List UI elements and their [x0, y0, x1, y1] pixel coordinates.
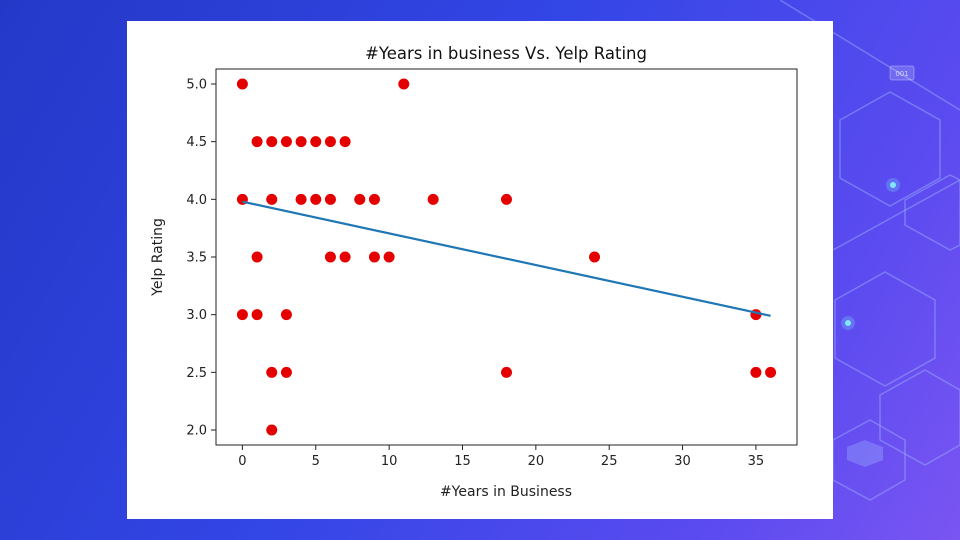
x-tick-label: 35	[748, 454, 765, 469]
data-point	[310, 193, 322, 205]
x-tick-label: 5	[312, 454, 320, 469]
deco-badge	[889, 65, 915, 81]
data-point	[251, 309, 263, 321]
y-tick-label: 3.5	[186, 251, 207, 266]
deco-hexagon-4	[879, 369, 960, 466]
data-point	[398, 78, 410, 90]
data-point	[589, 251, 601, 263]
deco-hexagon-1	[839, 91, 941, 207]
scatter-chart: #Years in business Vs. Yelp Rating 2.02.…	[150, 44, 798, 500]
data-point	[280, 366, 292, 378]
data-point	[339, 251, 351, 263]
deco-solid-hexagon	[847, 440, 883, 467]
deco-line-1	[779, 0, 960, 111]
x-axis: 0 5 10 15 20 25 30 35	[238, 445, 764, 469]
data-point	[266, 366, 278, 378]
y-tick-label: 2.0	[186, 424, 207, 439]
y-tick-label: 3.0	[186, 308, 207, 323]
fit-line-layer	[242, 200, 771, 317]
y-axis: 2.0 2.5 3.0 3.5 4.0 4.5 5.0	[186, 77, 216, 439]
data-point	[310, 136, 322, 148]
plot-area-frame	[215, 68, 798, 446]
data-point	[266, 424, 278, 436]
data-point	[266, 136, 278, 148]
data-point	[324, 251, 336, 263]
data-point	[339, 136, 351, 148]
deco-line-2	[832, 179, 960, 251]
data-point	[354, 193, 366, 205]
data-point	[368, 251, 380, 263]
regression-line	[242, 200, 771, 317]
data-point	[295, 193, 307, 205]
x-tick-label: 10	[381, 454, 398, 469]
x-tick-label: 20	[528, 454, 545, 469]
data-point	[368, 193, 380, 205]
data-point	[236, 309, 248, 321]
deco-badge-text: 001	[895, 70, 908, 78]
chart-title: #Years in business Vs. Yelp Rating	[365, 44, 647, 63]
data-point	[251, 136, 263, 148]
deco-glow-dot-1-halo	[886, 178, 900, 192]
data-point	[295, 136, 307, 148]
chart-card: #Years in business Vs. Yelp Rating 2.0 2.…	[127, 21, 833, 519]
data-point	[750, 366, 762, 378]
y-tick-label: 2.5	[186, 366, 207, 381]
data-point	[427, 193, 439, 205]
deco-glow-dot-1	[890, 182, 896, 188]
x-tick-label: 30	[674, 454, 691, 469]
deco-hexagon-5	[832, 419, 906, 501]
y-tick-label: 4.5	[186, 135, 207, 150]
data-point	[324, 136, 336, 148]
data-point	[501, 366, 512, 378]
data-point	[501, 193, 512, 205]
deco-hexagon-3	[834, 271, 936, 387]
data-point	[236, 78, 248, 90]
y-axis-label: Yelp Rating	[150, 218, 166, 297]
deco-hexagon-2	[904, 174, 960, 251]
x-tick-label: 15	[454, 454, 471, 469]
data-point	[383, 251, 395, 263]
data-point	[280, 309, 292, 321]
data-point	[266, 193, 278, 205]
data-point	[251, 251, 263, 263]
deco-glow-dot-2-halo	[841, 316, 855, 330]
deco-glow-dot-2	[845, 320, 851, 326]
y-tick-label: 5.0	[186, 77, 207, 92]
scatter-points	[236, 78, 777, 436]
x-axis-label: #Years in Business	[440, 484, 572, 500]
x-tick-label: 0	[238, 454, 246, 469]
data-point	[324, 193, 336, 205]
data-point	[765, 366, 777, 378]
data-point	[280, 136, 292, 148]
y-tick-label: 4.0	[186, 193, 207, 208]
x-tick-label: 25	[601, 454, 618, 469]
